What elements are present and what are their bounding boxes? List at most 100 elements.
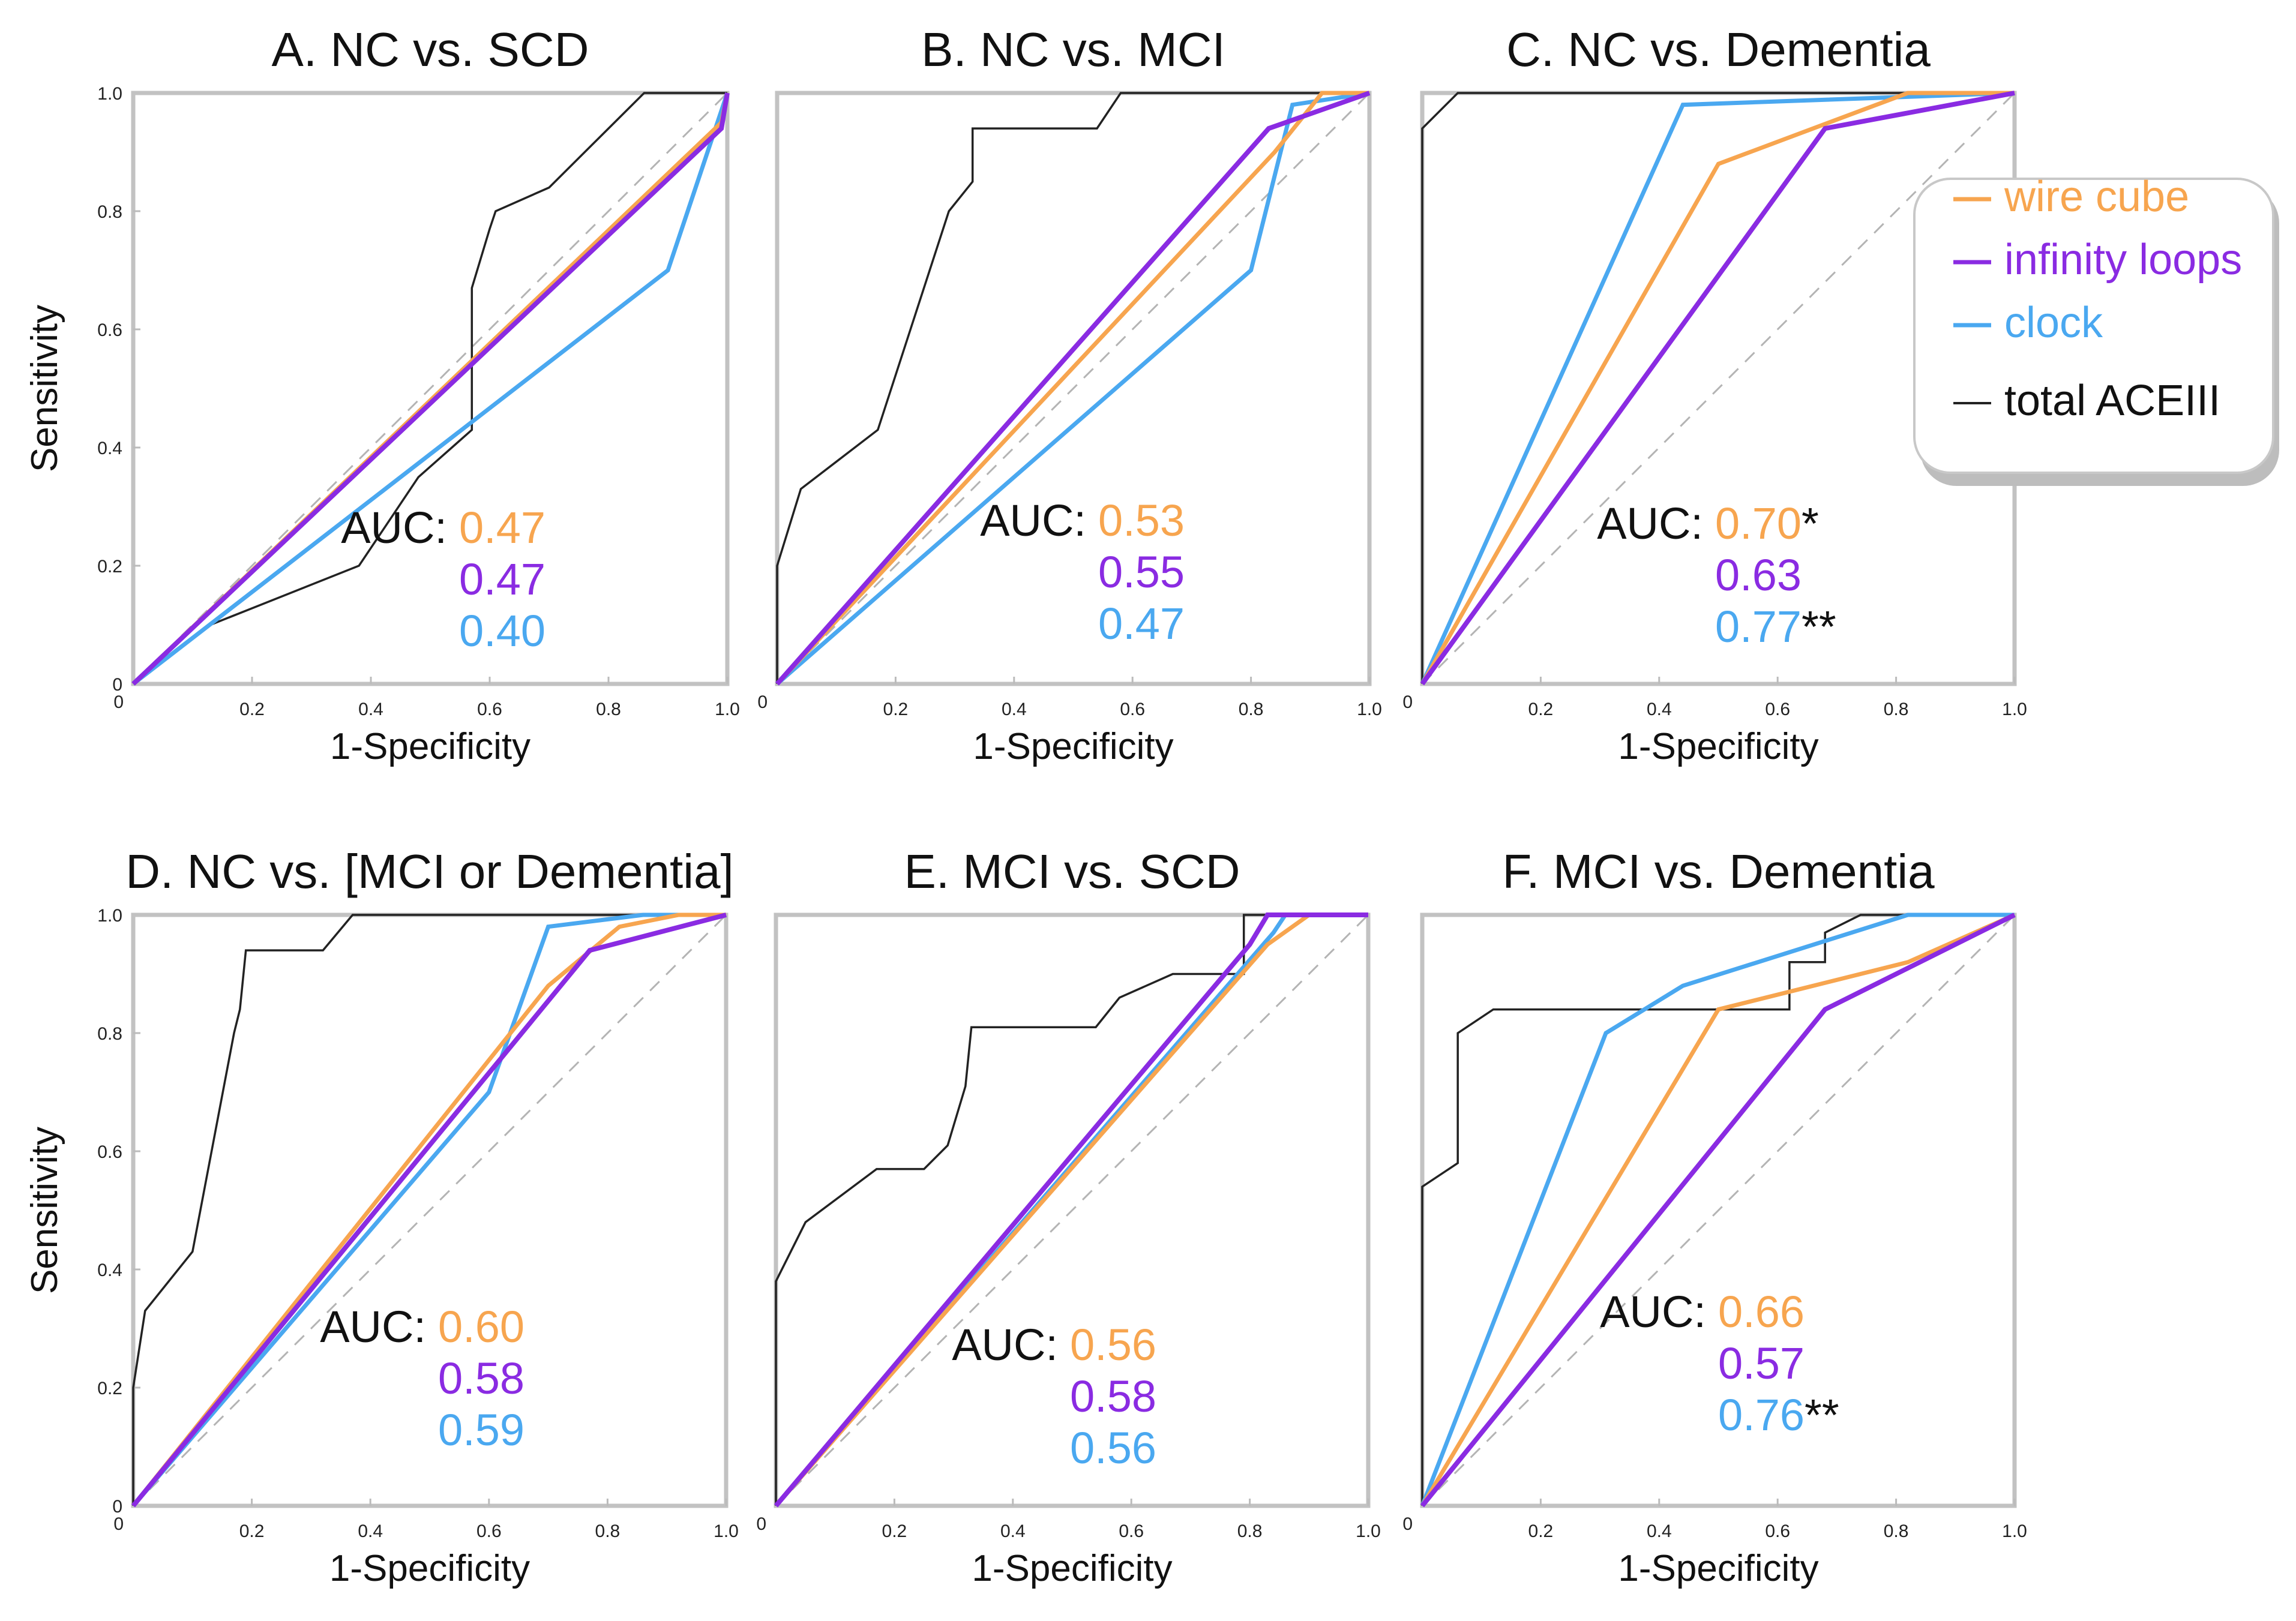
roc-curve-clock	[1420, 912, 2015, 1507]
roc-curve-infinity-loops	[774, 912, 1368, 1508]
auc-value: 0.63	[1715, 550, 1802, 600]
roc-panel-c: C. NC vs. Dementia 0 0.2 0.4 0.6 0.8 1.0 1-Spec…	[1402, 23, 2027, 767]
auc-label: AUC:	[952, 1320, 1058, 1370]
x-tick-label: 0.4	[358, 1521, 383, 1541]
plot-frame	[774, 912, 1371, 1508]
auc-value: 0.47	[459, 503, 545, 553]
x-tick-label-0: 0	[113, 1514, 124, 1534]
auc-value-number: 0.66	[1718, 1287, 1805, 1337]
x-tick-label: 0.2	[882, 1521, 907, 1541]
plot-frame	[131, 91, 730, 686]
auc-value: 0.40	[459, 606, 545, 656]
roc-panel-a: A. NC vs. SCD 0 0.2 0.4 0.6 0.8 1.0 0 0.2 0.4 0.6 0…	[24, 23, 740, 767]
panel-title: A. NC vs. SCD	[272, 23, 589, 76]
panel-title: B. NC vs. MCI	[921, 23, 1225, 76]
auc-value-number: 0.70	[1715, 499, 1802, 548]
x-tick-label: 1.0	[1356, 1521, 1381, 1541]
x-tick-label-0: 0	[756, 1514, 766, 1534]
auc-value-number: 0.58	[1070, 1371, 1156, 1421]
x-tick-label: 0.8	[595, 1521, 621, 1541]
x-tick-label: 0.2	[239, 700, 265, 719]
x-axis-label: 1-Specificity	[330, 726, 530, 767]
x-axis-label: 1-Specificity	[972, 1548, 1172, 1589]
auc-value: 0.66	[1718, 1287, 1805, 1337]
auc-value: 0.57	[1718, 1338, 1805, 1388]
roc-curve-total-aceiii	[132, 914, 726, 1506]
auc-value: 0.56	[1070, 1320, 1156, 1370]
x-tick-label-0: 0	[1402, 692, 1413, 712]
roc-curve-clock	[775, 91, 1370, 686]
x-tick-label: 0.2	[1528, 1521, 1554, 1541]
roc-curve-infinity-loops	[1420, 91, 2015, 686]
y-tick-label: 0.6	[97, 1142, 122, 1162]
roc-curve-infinity-loops	[1420, 912, 2016, 1508]
auc-value: 0.76**	[1718, 1390, 1839, 1440]
auc-value-number: 0.58	[438, 1353, 524, 1403]
x-tick-label: 1.0	[1357, 700, 1382, 719]
x-tick-label: 1.0	[2002, 700, 2027, 719]
auc-value-number: 0.59	[438, 1405, 524, 1455]
auc-value: 0.47	[459, 554, 545, 604]
x-tick-label: 1.0	[715, 700, 740, 719]
panel-title: C. NC vs. Dementia	[1506, 23, 1931, 76]
x-tick-label: 0.8	[1237, 1521, 1263, 1541]
roc-curve-wire-cube	[1420, 912, 2016, 1507]
auc-value: 0.70*	[1715, 499, 1819, 548]
x-tick-label: 0.2	[883, 700, 909, 719]
auc-value-number: 0.77	[1715, 602, 1802, 652]
y-axis-label: Sensitivity	[24, 305, 65, 472]
x-axis-label: 1-Specificity	[1618, 726, 1818, 767]
auc-value: 0.56	[1070, 1423, 1156, 1473]
auc-value: 0.58	[438, 1353, 524, 1403]
x-tick-label: 0.6	[1120, 700, 1145, 719]
y-axis-label: Sensitivity	[24, 1127, 65, 1294]
plot-frame	[775, 91, 1372, 686]
y-tick-label: 0	[112, 1497, 122, 1517]
auc-value-number: 0.60	[438, 1302, 524, 1352]
x-tick-label: 0.6	[477, 700, 502, 719]
roc-curve-wire-cube	[131, 912, 726, 1508]
roc-panel-b: B. NC vs. MCI 0 0.2 0.4 0.6 0.8 1.0 1-Specifici…	[757, 23, 1382, 767]
x-tick-label: 0.8	[1884, 1521, 1909, 1541]
auc-value-number: 0.57	[1718, 1338, 1805, 1388]
reference-diagonal	[776, 92, 1371, 685]
legend-item-wire-cube: wire cube	[2004, 173, 2189, 221]
x-tick-label: 0.2	[239, 1521, 265, 1541]
significance-mark: **	[1802, 602, 1836, 652]
x-tick-label: 0.4	[1002, 700, 1027, 719]
x-axis-label: 1-Specificity	[329, 1548, 530, 1589]
significance-mark: **	[1805, 1390, 1839, 1440]
reference-diagonal	[1421, 92, 2016, 685]
x-tick-label: 0.4	[1000, 1521, 1026, 1541]
y-tick-label: 0.4	[97, 439, 122, 458]
auc-value-number: 0.56	[1070, 1320, 1156, 1370]
roc-curve-total-aceiii	[775, 914, 1368, 1506]
roc-curve-clock	[131, 92, 730, 686]
y-tick-label: 0.8	[97, 1024, 122, 1044]
roc-curve-total-aceiii	[1421, 92, 2015, 684]
auc-label: AUC:	[980, 496, 1086, 545]
legend-item-total-aceiii: total ACEIII	[2004, 377, 2220, 425]
reference-diagonal	[775, 914, 1369, 1507]
auc-label: AUC:	[1597, 499, 1703, 548]
auc-value-number: 0.63	[1715, 550, 1802, 600]
auc-label: AUC:	[320, 1302, 426, 1352]
panel-title: E. MCI vs. SCD	[904, 845, 1240, 898]
auc-value: 0.58	[1070, 1371, 1156, 1421]
auc-value-number: 0.55	[1098, 547, 1185, 597]
auc-value: 0.60	[438, 1302, 524, 1352]
roc-panel-f: F. MCI vs. Dementia 0 0.2 0.4 0.6 0.8 1.0 1-Spe…	[1402, 845, 2027, 1589]
roc-curve-clock	[1420, 91, 2015, 685]
x-tick-label: 0.8	[596, 700, 621, 719]
legend: wire cube infinity loops clock total ACEIII	[1913, 173, 2279, 486]
x-tick-label: 1.0	[2002, 1521, 2027, 1541]
auc-value-number: 0.47	[1098, 599, 1185, 649]
auc-label: AUC:	[1600, 1287, 1706, 1337]
y-tick-label: 0.4	[97, 1260, 122, 1280]
y-tick-label: 0.2	[97, 1379, 122, 1398]
auc-value-number: 0.47	[459, 554, 545, 604]
roc-panel-d: D. NC vs. [MCI or Dementia] 0 0.2 0.4 0.6 0.8…	[24, 845, 739, 1589]
auc-label: AUC:	[341, 503, 447, 553]
y-tick-label: 1.0	[97, 906, 122, 926]
